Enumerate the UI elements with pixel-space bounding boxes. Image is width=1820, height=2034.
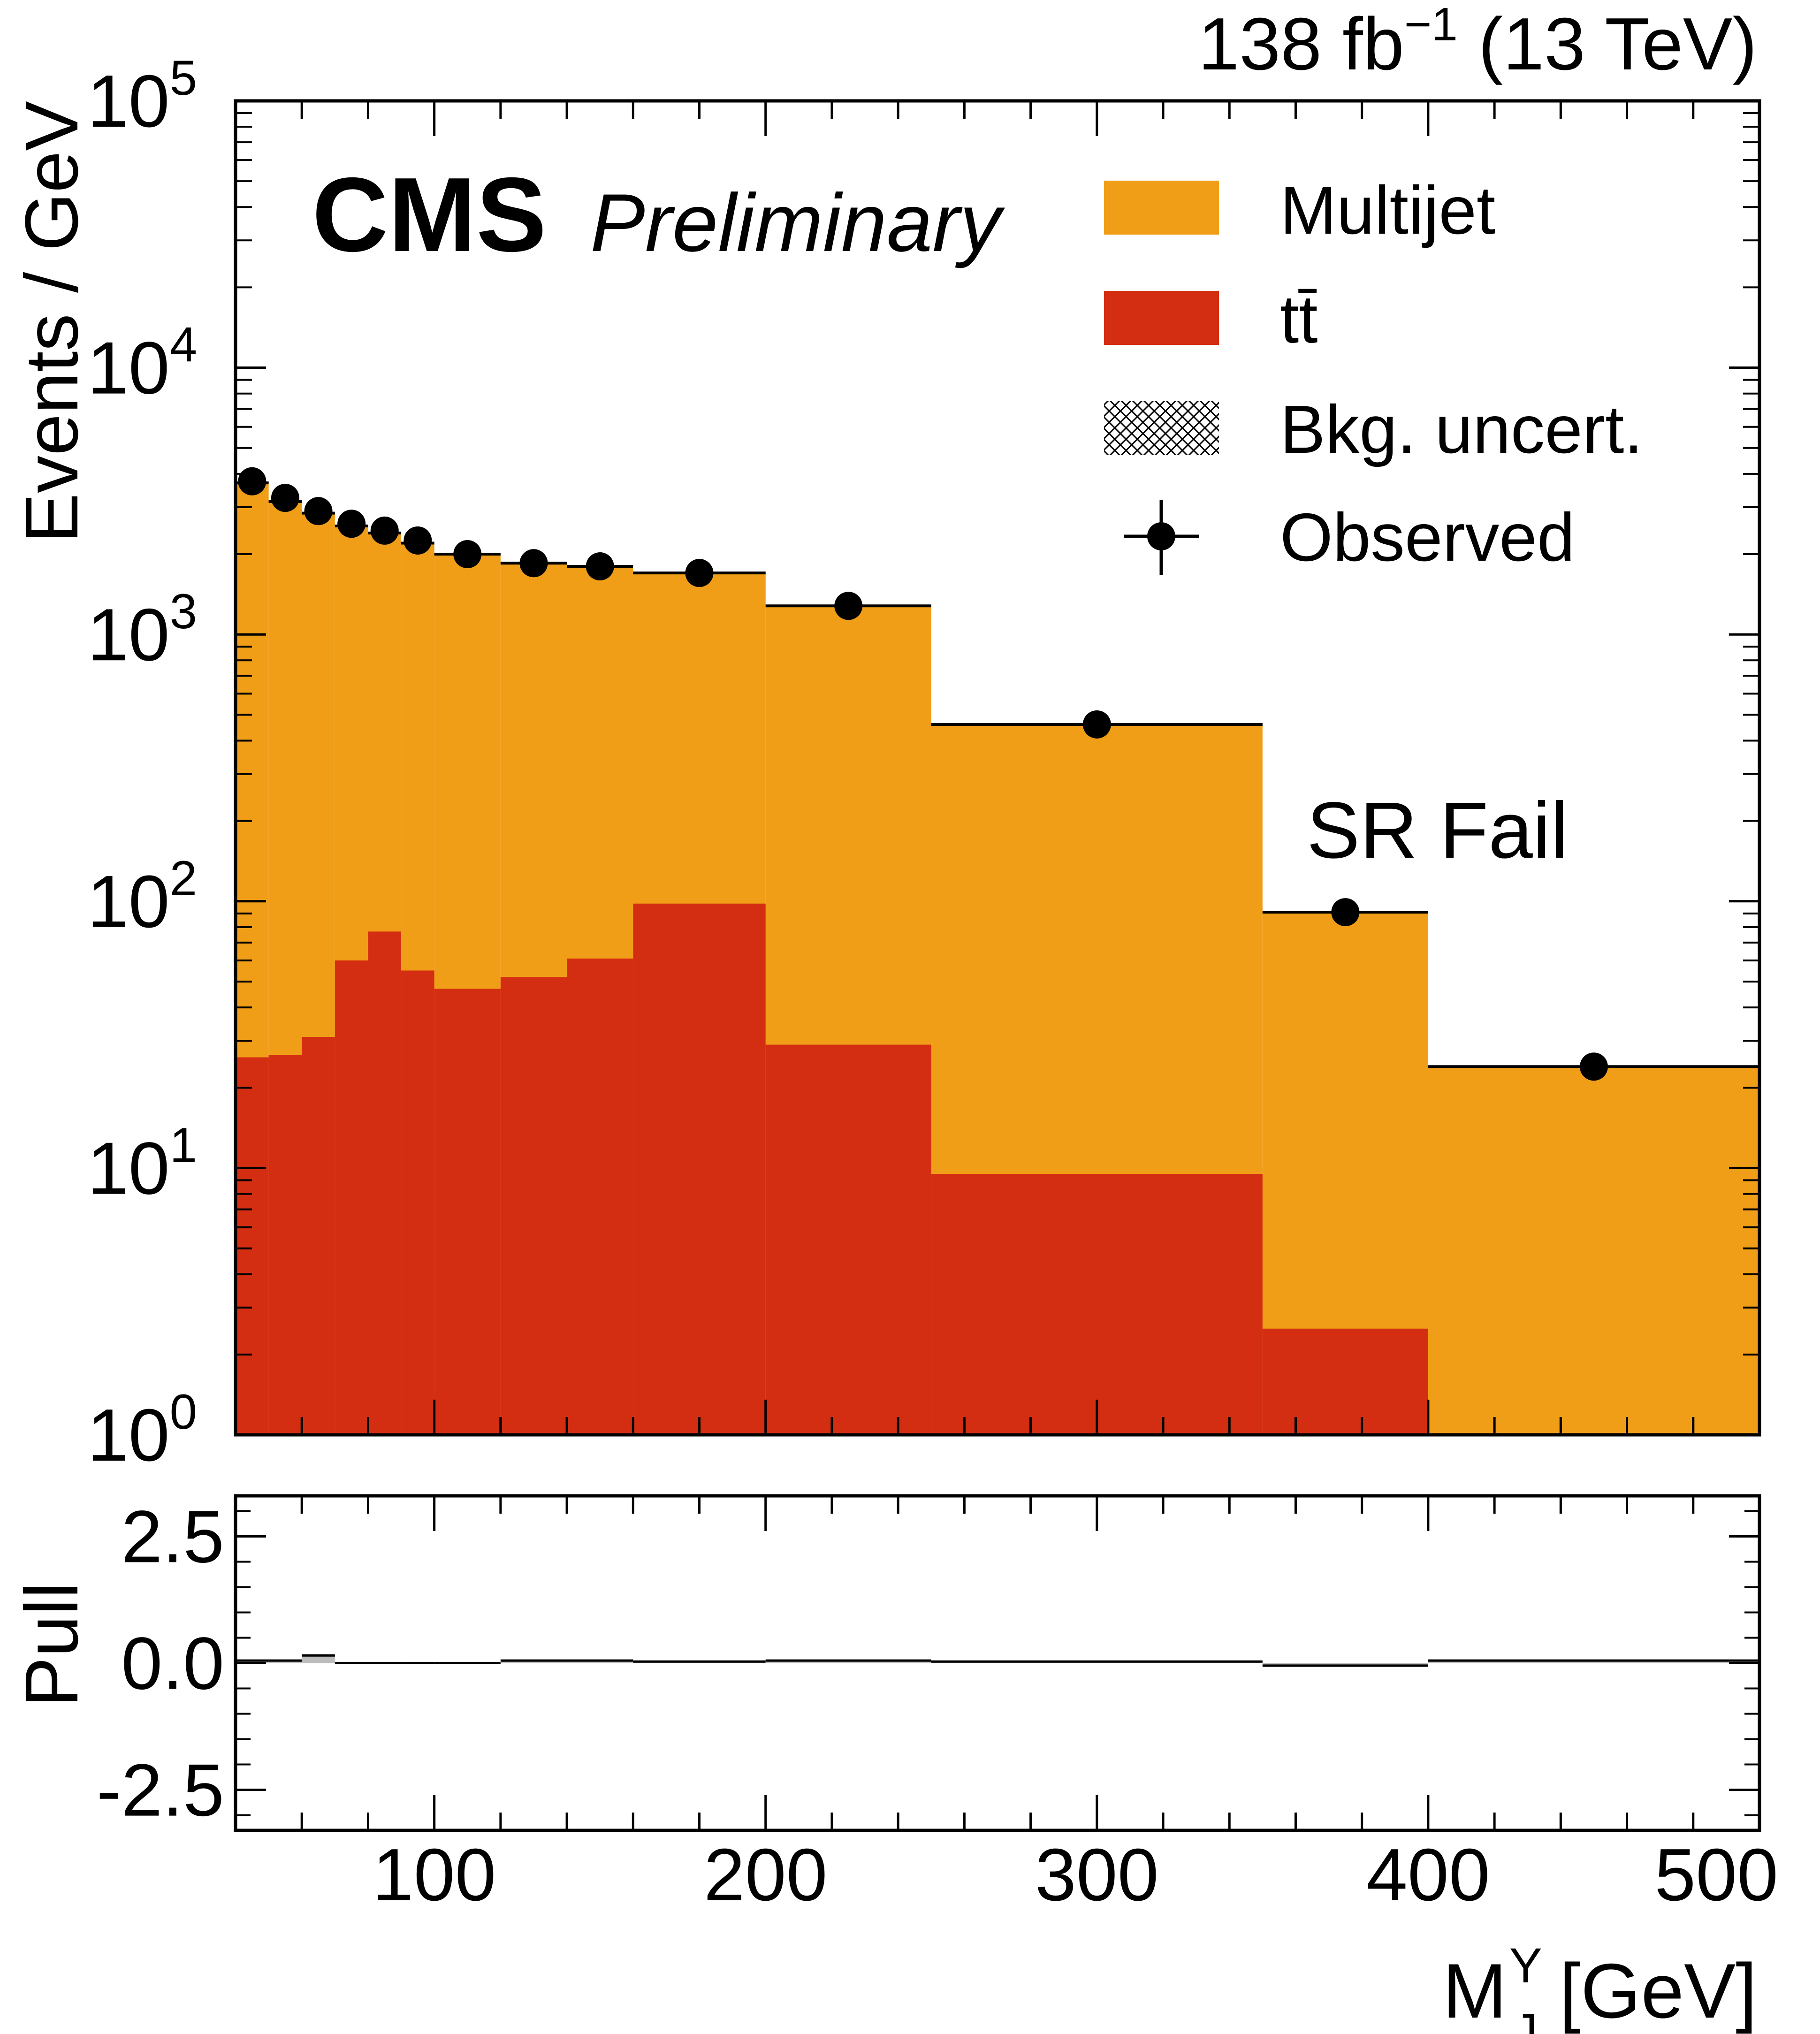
ttbar-bar	[765, 1044, 931, 1435]
legend-swatch-bkg-uncert	[1104, 401, 1219, 455]
main-y-axis-label: Events / GeV	[9, 101, 93, 543]
ttbar-bar	[1262, 1328, 1428, 1435]
legend-label-bkg-uncert: Bkg. uncert.	[1280, 391, 1643, 467]
ttbar-bar	[567, 958, 633, 1435]
observed-point	[271, 484, 299, 512]
x-tick-label: 100	[373, 1834, 496, 1916]
pull-y-tick-label: 2.5	[121, 1495, 224, 1578]
x-tick-label: 200	[704, 1834, 828, 1916]
legend-label-observed: Observed	[1280, 499, 1575, 575]
main-plot-frame	[234, 99, 1761, 1437]
y-tick-label: 103	[87, 584, 197, 676]
observed-point	[834, 592, 863, 620]
ttbar-bar	[368, 931, 402, 1435]
observed-point	[453, 540, 482, 569]
observed-point	[337, 510, 366, 538]
ttbar-stack	[236, 903, 1428, 1435]
observed-point	[519, 549, 548, 578]
legend-swatch-ttbar	[1104, 291, 1219, 345]
legend-swatch-multijet	[1104, 181, 1219, 235]
pull-bar	[500, 1661, 567, 1663]
pull-bar	[1262, 1663, 1428, 1666]
x-tick-label: 300	[1035, 1834, 1159, 1916]
pull-bar	[236, 1661, 269, 1663]
pull-panel: 2.5 0.0 -2.5 Pull 100 200 300 400 500 MY J [GeV…	[9, 1494, 1778, 2034]
y-tick-label: 100	[87, 1385, 197, 1477]
ttbar-bar	[236, 1057, 269, 1435]
observed-point	[304, 497, 333, 526]
ttbar-bar	[268, 1055, 302, 1435]
cms-label: CMS	[312, 155, 547, 274]
y-tick-label: 104	[87, 318, 197, 410]
legend-observed-marker	[1147, 522, 1175, 550]
ttbar-bar	[302, 1037, 335, 1435]
pull-bar	[1428, 1661, 1759, 1663]
legend-label-multijet: Multijet	[1280, 172, 1495, 248]
multijet-bar	[1428, 1067, 1759, 1435]
x-tick-labels: 100 200 300 400 500	[373, 1834, 1778, 1916]
pull-x-ticks	[234, 1496, 1761, 1830]
y-tick-label: 102	[87, 851, 197, 943]
pull-y-tick-label: 0.0	[121, 1623, 224, 1705]
ttbar-bar	[434, 989, 501, 1435]
ttbar-bar	[633, 903, 766, 1435]
main-panel: 100 101 102 103 104 105 CMS Preliminary SR Fa…	[9, 51, 1761, 1477]
pull-bar	[302, 1655, 335, 1663]
observed-point	[1331, 898, 1360, 927]
observed-point	[685, 559, 714, 587]
ttbar-bar	[335, 960, 368, 1435]
observed-point	[238, 467, 267, 495]
pull-y-axis-label: Pull	[9, 1582, 93, 1707]
y-tick-label: 105	[87, 51, 197, 143]
x-tick-label: 500	[1654, 1834, 1778, 1916]
pull-bar	[765, 1661, 931, 1663]
x-tick-label: 400	[1366, 1834, 1490, 1916]
main-y-ticks: 100 101 102 103 104 105	[87, 51, 1759, 1477]
observed-points	[238, 467, 1608, 1081]
preliminary-label: Preliminary	[590, 177, 1005, 269]
legend: Multijet tt̄ Bkg. uncert. Observed	[1104, 172, 1643, 575]
observed-point	[1082, 710, 1111, 739]
pull-bar	[268, 1661, 302, 1663]
pull-plot-frame	[234, 1494, 1761, 1832]
lumi-label: 138 fb−1 (13 TeV)	[1198, 0, 1757, 85]
observed-point	[404, 526, 432, 555]
observed-point	[1579, 1052, 1608, 1081]
y-tick-label: 101	[87, 1118, 197, 1210]
pull-bars	[236, 1654, 1759, 1667]
pull-bar	[567, 1661, 633, 1663]
region-label: SR Fail	[1307, 786, 1568, 875]
pull-y-ticks: 2.5 0.0 -2.5	[97, 1495, 1759, 1832]
observed-point	[586, 552, 614, 581]
pull-y-tick-label: -2.5	[97, 1749, 224, 1832]
legend-label-ttbar: tt̄	[1280, 281, 1318, 357]
x-axis-label: MY J [GeV]	[1442, 1938, 1757, 2034]
ttbar-bar	[401, 970, 434, 1435]
observed-point	[370, 516, 399, 545]
ttbar-bar	[931, 1174, 1263, 1435]
ttbar-bar	[500, 977, 567, 1435]
